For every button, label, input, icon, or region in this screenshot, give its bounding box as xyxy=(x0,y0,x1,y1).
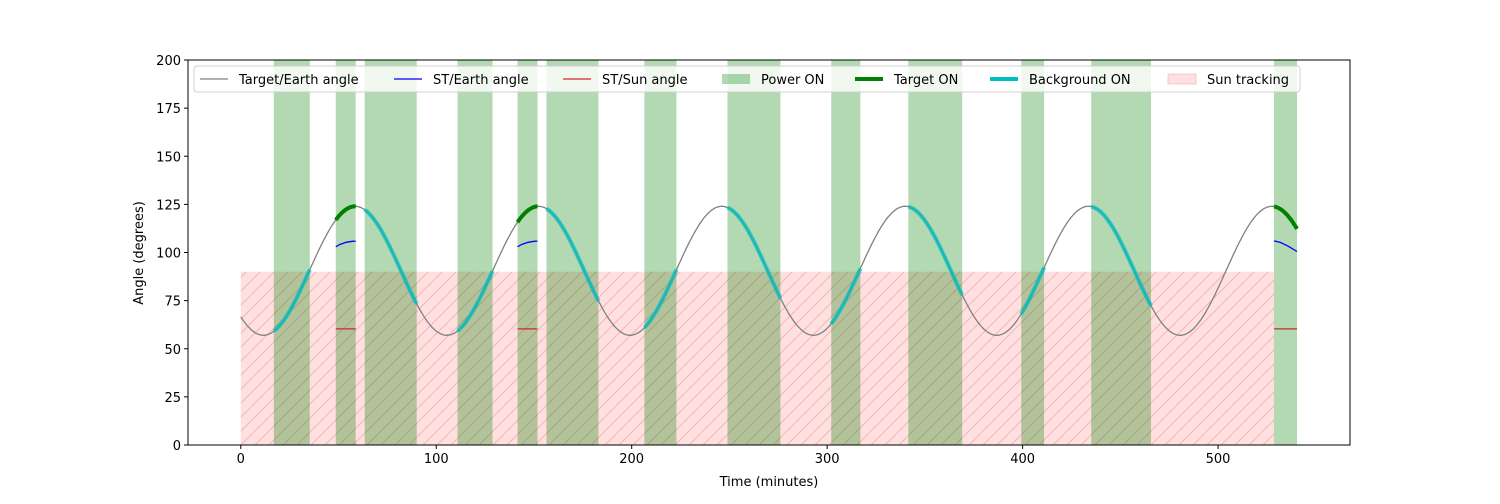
power-on-band xyxy=(457,60,493,445)
target-on-segment xyxy=(515,204,538,224)
power-on-band xyxy=(273,60,310,445)
legend-label: ST/Earth angle xyxy=(433,73,529,88)
y-tick-label: 0 xyxy=(173,439,181,454)
x-tick-label: 300 xyxy=(815,452,840,467)
power-on-band xyxy=(908,60,963,445)
legend-label: Sun tracking xyxy=(1207,73,1289,88)
st-earth-angle-segment xyxy=(517,240,538,248)
legend-label: ST/Sun angle xyxy=(602,73,688,88)
target-on-segment xyxy=(334,204,356,222)
legend: Target/Earth angle ST/Earth angle ST/Sun a… xyxy=(193,65,1301,93)
power-on-band xyxy=(1273,60,1298,445)
y-tick-label: 75 xyxy=(164,295,181,310)
x-tick-label: 0 xyxy=(237,452,245,467)
st-earth-angle-segment xyxy=(335,240,356,248)
legend-label: Power ON xyxy=(761,73,824,88)
legend-patch-swatch xyxy=(722,74,750,84)
y-tick-label: 200 xyxy=(156,54,181,69)
background-on-segment xyxy=(907,204,964,296)
power-on-band xyxy=(1091,60,1152,445)
background-on-segment xyxy=(363,208,419,305)
power-on-band xyxy=(644,60,677,445)
y-tick-label: 175 xyxy=(156,102,181,117)
y-tick-label: 125 xyxy=(156,198,181,213)
power-on-band xyxy=(831,60,861,445)
background-on-segment xyxy=(272,268,312,333)
power-on-band xyxy=(546,60,599,445)
power-on-band xyxy=(517,60,538,445)
st-earth-angle-segment xyxy=(1273,240,1298,253)
background-on-segment xyxy=(726,205,783,300)
y-tick-label: 100 xyxy=(156,247,181,262)
legend-hatch-swatch xyxy=(1167,73,1197,85)
x-tick-label: 500 xyxy=(1206,452,1231,467)
x-axis-label: Time (minutes) xyxy=(719,475,819,490)
y-tick-label: 50 xyxy=(164,343,181,358)
background-on-segment xyxy=(1019,266,1046,316)
power-on-band xyxy=(335,60,356,445)
background-on-segment xyxy=(1090,204,1153,307)
y-tick-label: 150 xyxy=(156,150,181,165)
power-on-band xyxy=(1021,60,1045,445)
background-on-segment xyxy=(642,268,679,330)
legend-label: Target/Earth angle xyxy=(238,73,359,88)
x-tick-label: 400 xyxy=(1010,452,1035,467)
x-tick-label: 100 xyxy=(424,452,449,467)
legend-label: Target ON xyxy=(893,73,958,88)
y-axis-label: Angle (degrees) xyxy=(132,201,147,305)
legend-label: Background ON xyxy=(1029,73,1131,88)
background-on-segment xyxy=(829,267,863,325)
x-tick-label: 200 xyxy=(619,452,644,467)
target-on-segment xyxy=(1273,204,1299,230)
y-tick-label: 25 xyxy=(164,391,181,406)
background-on-segment xyxy=(545,207,601,302)
power-on-band xyxy=(727,60,781,445)
background-on-segment xyxy=(456,270,495,333)
legend-box xyxy=(193,65,1301,93)
